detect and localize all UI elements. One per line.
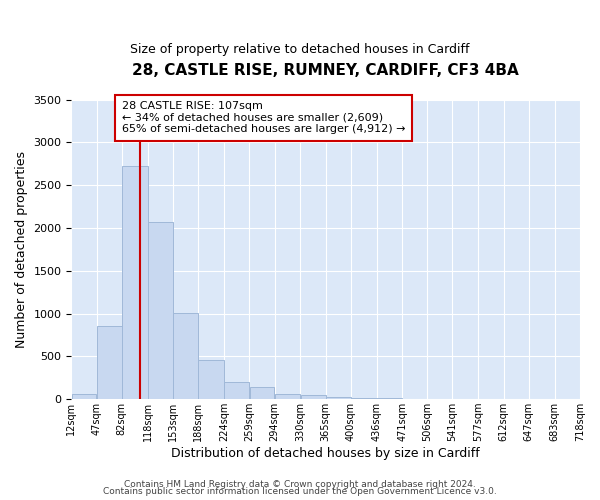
Bar: [71, 394, 97, 399]
Title: 28, CASTLE RISE, RUMNEY, CARDIFF, CF3 4BA: 28, CASTLE RISE, RUMNEY, CARDIFF, CF3 4B…: [133, 62, 519, 78]
Bar: [224, 382, 249, 399]
X-axis label: Distribution of detached houses by size in Cardiff: Distribution of detached houses by size …: [172, 447, 480, 460]
Bar: [301, 396, 326, 399]
Text: Contains public sector information licensed under the Open Government Licence v3: Contains public sector information licen…: [103, 488, 497, 496]
Bar: [326, 397, 351, 399]
Text: Contains HM Land Registry data © Crown copyright and database right 2024.: Contains HM Land Registry data © Crown c…: [124, 480, 476, 489]
Bar: [122, 166, 148, 399]
Y-axis label: Number of detached properties: Number of detached properties: [15, 151, 28, 348]
Bar: [275, 394, 301, 399]
Bar: [97, 326, 122, 399]
Bar: [351, 398, 377, 399]
Bar: [173, 312, 198, 399]
Bar: [250, 387, 274, 399]
Bar: [377, 398, 402, 399]
Bar: [199, 360, 224, 399]
Text: 28 CASTLE RISE: 107sqm
← 34% of detached houses are smaller (2,609)
65% of semi-: 28 CASTLE RISE: 107sqm ← 34% of detached…: [122, 101, 406, 134]
Bar: [148, 222, 173, 399]
Text: Size of property relative to detached houses in Cardiff: Size of property relative to detached ho…: [130, 42, 470, 56]
